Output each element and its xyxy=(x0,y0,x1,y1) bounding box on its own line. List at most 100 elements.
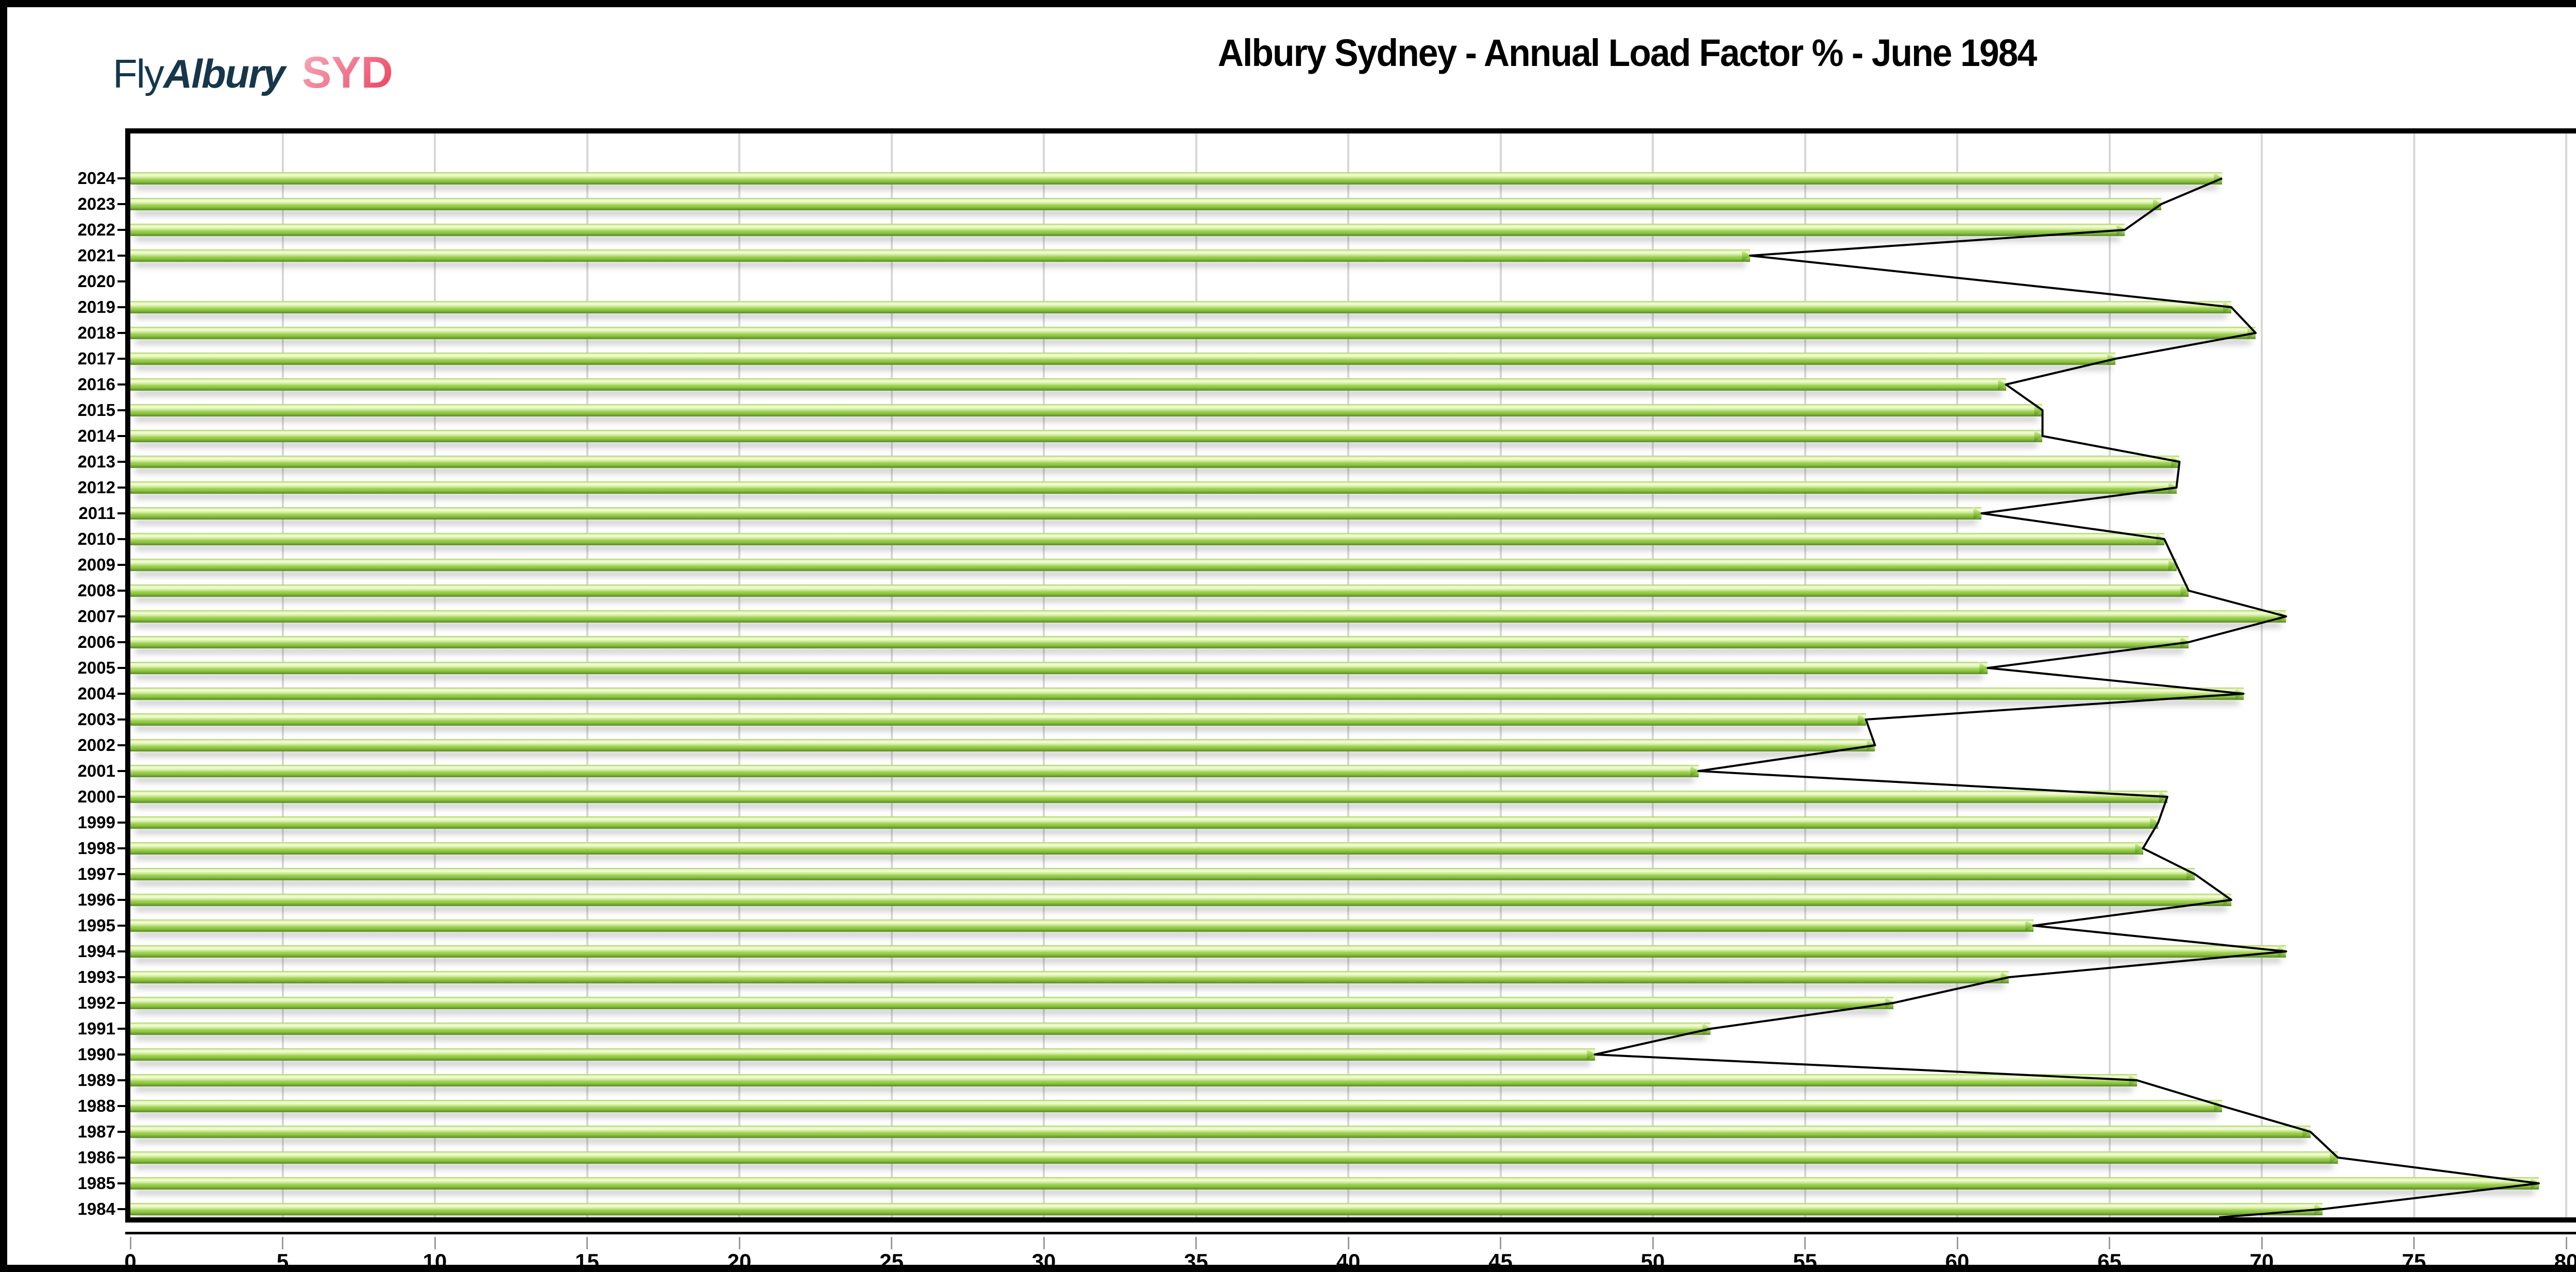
bar-2022 xyxy=(130,224,2125,236)
bar-1985 xyxy=(130,1177,2539,1190)
bar-1995 xyxy=(130,919,2033,932)
y-axis-tick xyxy=(117,255,125,257)
x-tick-label-40: 40 xyxy=(1336,1249,1361,1272)
x-axis-tick xyxy=(2565,1237,2567,1249)
gridline xyxy=(2565,133,2567,1217)
year-label-2020: 2020 xyxy=(77,272,115,291)
gridline xyxy=(1652,133,1654,1217)
bar-1984 xyxy=(130,1203,2323,1215)
y-axis-tick xyxy=(117,615,125,617)
bar-2010 xyxy=(130,533,2164,545)
header: FlyAlbury SYD Albury Sydney - Annual Load… xyxy=(7,7,2576,126)
x-tick-label-45: 45 xyxy=(1488,1249,1513,1272)
year-label-1991: 1991 xyxy=(77,1019,115,1038)
bar-2008 xyxy=(130,584,2189,597)
bar-1993 xyxy=(130,971,2009,983)
gridline xyxy=(2261,133,2263,1217)
x-tick-label-20: 20 xyxy=(727,1249,752,1272)
x-axis-tick xyxy=(1347,1237,1349,1249)
year-label-2011: 2011 xyxy=(78,504,115,523)
year-label-1997: 1997 xyxy=(77,864,115,883)
year-label-1988: 1988 xyxy=(77,1096,115,1115)
y-axis-tick xyxy=(117,177,125,179)
y-axis-tick xyxy=(117,1002,125,1004)
year-label-1985: 1985 xyxy=(77,1174,115,1193)
year-label-2003: 2003 xyxy=(77,710,115,729)
y-axis-tick xyxy=(117,383,125,386)
year-label-2005: 2005 xyxy=(77,658,115,677)
x-axis-tick xyxy=(1652,1237,1654,1249)
bar-2000 xyxy=(130,791,2167,803)
year-label-2007: 2007 xyxy=(77,607,115,626)
y-axis-tick xyxy=(117,899,125,901)
gridline xyxy=(281,133,284,1217)
y-axis-tick xyxy=(117,306,125,308)
gridline xyxy=(1804,133,1806,1217)
x-axis-tick xyxy=(1500,1237,1501,1249)
bar-2023 xyxy=(130,198,2161,210)
y-axis-tick xyxy=(117,590,125,592)
x-tick-label-50: 50 xyxy=(1640,1249,1665,1272)
x-tick-label-65: 65 xyxy=(2097,1249,2122,1272)
x-tick-label-75: 75 xyxy=(2402,1249,2426,1272)
bar-2002 xyxy=(130,739,1875,751)
y-axis-tick xyxy=(117,873,125,875)
y-axis-tick xyxy=(117,796,125,798)
x-tick-label-30: 30 xyxy=(1031,1249,1056,1272)
y-axis-tick xyxy=(117,487,125,489)
year-label-1987: 1987 xyxy=(77,1122,115,1141)
year-label-1993: 1993 xyxy=(77,967,115,986)
year-label-1994: 1994 xyxy=(77,942,115,961)
year-label-1986: 1986 xyxy=(77,1148,115,1167)
bar-2021 xyxy=(130,249,1751,262)
bar-1989 xyxy=(130,1074,2137,1086)
x-axis-tick xyxy=(282,1237,283,1249)
x-axis-tick xyxy=(891,1237,892,1249)
bar-2014 xyxy=(130,430,2043,442)
y-axis-tick xyxy=(117,718,125,721)
year-label-2017: 2017 xyxy=(77,349,115,368)
bar-2015 xyxy=(130,404,2043,416)
year-label-2004: 2004 xyxy=(77,684,115,703)
x-axis-tick xyxy=(434,1237,436,1249)
year-label-2010: 2010 xyxy=(77,529,115,548)
x-axis-tick xyxy=(738,1237,740,1249)
bar-2003 xyxy=(130,713,1866,726)
gridline xyxy=(890,133,893,1217)
year-label-2001: 2001 xyxy=(77,761,115,780)
bar-2024 xyxy=(130,172,2223,185)
year-label-2021: 2021 xyxy=(77,246,115,265)
year-label-1984: 1984 xyxy=(77,1199,115,1218)
bar-2005 xyxy=(130,662,1988,674)
bar-1991 xyxy=(130,1023,1711,1035)
brand-syd-text: SYD xyxy=(302,48,393,97)
y-axis-tick xyxy=(117,770,125,772)
year-label-2024: 2024 xyxy=(77,169,115,188)
y-axis-tick xyxy=(117,332,125,334)
y-axis-tick xyxy=(117,435,125,437)
y-axis-tick xyxy=(117,925,125,927)
gridline xyxy=(2413,133,2415,1217)
tip-connector-line xyxy=(1594,177,2540,1217)
bar-2013 xyxy=(130,456,2180,468)
y-axis-tick xyxy=(117,1208,125,1210)
bar-2018 xyxy=(130,327,2256,339)
x-axis-tick xyxy=(586,1237,588,1249)
fly-albury-logo: FlyAlbury SYD xyxy=(113,47,393,98)
y-axis-tick xyxy=(117,538,125,540)
gridline xyxy=(738,133,740,1217)
year-label-2019: 2019 xyxy=(77,297,115,316)
gridline xyxy=(586,133,588,1217)
year-label-1995: 1995 xyxy=(77,916,115,935)
y-axis-tick xyxy=(117,1131,125,1133)
bar-2011 xyxy=(130,507,1982,520)
year-label-1989: 1989 xyxy=(77,1070,115,1090)
y-axis-tick xyxy=(117,203,125,205)
year-label-2022: 2022 xyxy=(77,220,115,239)
x-tick-label-5: 5 xyxy=(276,1249,289,1272)
year-label-1999: 1999 xyxy=(77,813,115,832)
bar-2017 xyxy=(130,353,2116,365)
year-label-2006: 2006 xyxy=(77,632,115,651)
x-axis-tick xyxy=(2261,1237,2263,1249)
bar-2007 xyxy=(130,610,2286,623)
